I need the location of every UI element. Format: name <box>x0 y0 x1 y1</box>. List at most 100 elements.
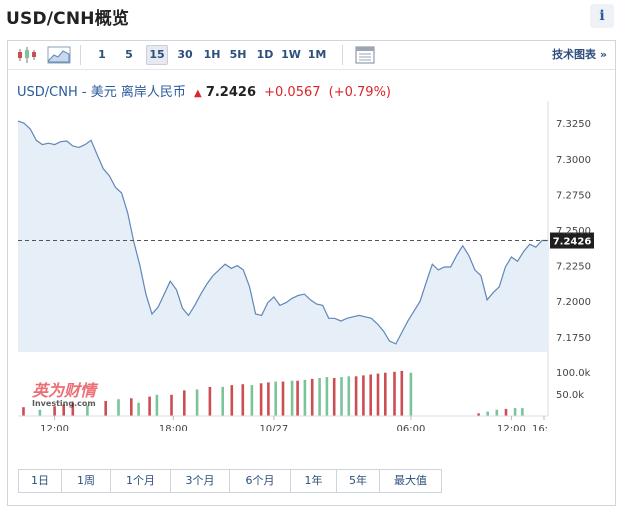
range-5y[interactable]: 5年 <box>337 470 380 492</box>
volume-bar <box>53 406 56 416</box>
current-price-label-bg <box>550 232 594 249</box>
volume-bar <box>137 402 140 417</box>
watermark-cn: 英为财情 <box>32 381 99 400</box>
volume-bar <box>325 377 329 416</box>
x-tick-label: 12:00 <box>497 424 526 431</box>
interval-5h[interactable]: 5H <box>229 48 247 61</box>
volume-bars <box>22 370 524 417</box>
volume-bar <box>347 376 351 417</box>
volume-bar <box>148 396 151 416</box>
interval-1w[interactable]: 1W <box>281 48 301 61</box>
interval-1d[interactable]: 1D <box>256 48 274 61</box>
x-tick-label: 10/27 <box>259 424 288 431</box>
volume-bar <box>221 386 224 416</box>
quote-separator: - <box>77 85 91 100</box>
price-chart[interactable]: 7.2426 7.3250 7.3000 7.2750 7.2500 7.2250 7.20… <box>8 101 615 431</box>
volume-bar <box>117 399 120 416</box>
volume-bar <box>267 382 270 416</box>
interval-1h[interactable]: 1H <box>203 48 221 61</box>
interval-1[interactable]: 1 <box>98 48 106 61</box>
x-tick-label: 18:00 <box>159 424 188 431</box>
x-tick-label: 06:00 <box>397 424 426 431</box>
range-1w[interactable]: 1周 <box>62 470 111 492</box>
up-arrow-icon: ▲ <box>193 88 202 99</box>
interval-15[interactable]: 15 <box>146 45 168 65</box>
volume-bar <box>183 390 186 416</box>
volume-tick-label: 50.0k <box>556 390 584 401</box>
x-tick-label: 16: <box>532 424 548 431</box>
range-selector: 1日 1周 1个月 3个月 6个月 1年 5年 最大值 <box>18 469 442 493</box>
x-tick-label: 12:00 <box>40 424 69 431</box>
volume-bar <box>241 384 245 416</box>
range-6m[interactable]: 6个月 <box>230 470 291 492</box>
volume-bar <box>504 408 508 416</box>
chart-toolbar: 1 5 15 30 1H 5H 1D 1W 1M 技术图表 » <box>8 41 615 69</box>
tech-chart-link[interactable]: 技术图表 » <box>552 48 607 61</box>
volume-bar <box>303 379 307 416</box>
volume-bar <box>274 381 277 416</box>
watermark-en: Investing.com <box>32 399 96 408</box>
volume-bar <box>71 402 75 417</box>
area-chart-icon[interactable] <box>46 43 72 67</box>
volume-bar <box>513 408 517 416</box>
volume-bar <box>376 373 380 416</box>
range-1d[interactable]: 1日 <box>19 470 62 492</box>
watermark: 英为财情 Investing.com <box>32 381 99 408</box>
range-1m[interactable]: 1个月 <box>111 470 171 492</box>
volume-bar <box>38 409 42 416</box>
y-tick-label: 7.3000 <box>556 155 591 166</box>
volume-bar <box>369 374 372 416</box>
volume-bar <box>400 370 404 416</box>
quote-symbol[interactable]: USD/CNH <box>17 85 78 100</box>
page-title: USD/CNH概览 <box>6 9 130 29</box>
volume-bar <box>340 377 343 416</box>
volume-bar <box>310 378 314 416</box>
volume-bar <box>384 372 387 416</box>
price-line <box>17 120 548 345</box>
volume-tick-label: 100.0k <box>556 368 591 379</box>
volume-bar <box>409 372 413 416</box>
range-3m[interactable]: 3个月 <box>171 470 230 492</box>
quote-name: 美元 离岸人民币 <box>90 85 186 100</box>
quote-price: 7.2426 <box>205 85 256 100</box>
volume-bar <box>22 407 25 416</box>
interval-30[interactable]: 30 <box>177 48 193 61</box>
range-max[interactable]: 最大值 <box>394 474 427 487</box>
interval-1m[interactable]: 1M <box>307 48 327 61</box>
info-icon[interactable]: i <box>590 4 614 28</box>
volume-bar <box>521 408 524 416</box>
volume-bar <box>354 376 358 417</box>
y-tick-label: 7.1750 <box>556 333 591 344</box>
toolbar-divider <box>8 69 615 70</box>
volume-bar <box>318 378 321 416</box>
price-area <box>18 121 548 351</box>
chart-widget: 1 5 15 30 1H 5H 1D 1W 1M 技术图表 » USD/CNH … <box>7 40 616 506</box>
interval-5[interactable]: 5 <box>125 48 133 61</box>
table-view-icon[interactable] <box>352 43 378 67</box>
volume-bar <box>486 411 489 416</box>
volume-bar <box>495 409 499 416</box>
volume-bar <box>104 401 107 416</box>
volume-bar <box>332 378 336 416</box>
quote-change-pct: (+0.79%) <box>328 85 392 100</box>
y-tick-label: 7.2750 <box>556 190 591 201</box>
volume-bar <box>477 413 480 416</box>
volume-bar <box>208 386 212 416</box>
volume-bar <box>86 405 89 416</box>
volume-bar <box>290 380 294 416</box>
volume-bar <box>230 385 234 416</box>
volume-bar <box>362 375 365 416</box>
candlestick-icon[interactable] <box>14 43 40 67</box>
y-tick-label: 7.2500 <box>556 226 591 237</box>
toolbar-separator <box>342 45 343 65</box>
range-1y[interactable]: 1年 <box>291 470 337 492</box>
volume-bar <box>250 385 254 416</box>
volume-bar <box>155 394 159 416</box>
volume-bar <box>296 380 299 416</box>
quote-change: +0.0567 <box>264 85 321 100</box>
quote-line: USD/CNH - 美元 离岸人民币 ▲ 7.2426 +0.0567 (+0.… <box>17 81 391 100</box>
volume-bar <box>170 394 173 416</box>
y-tick-label: 7.2000 <box>556 297 591 308</box>
current-price-label: 7.2426 <box>553 237 592 248</box>
volume-bar <box>195 389 199 416</box>
